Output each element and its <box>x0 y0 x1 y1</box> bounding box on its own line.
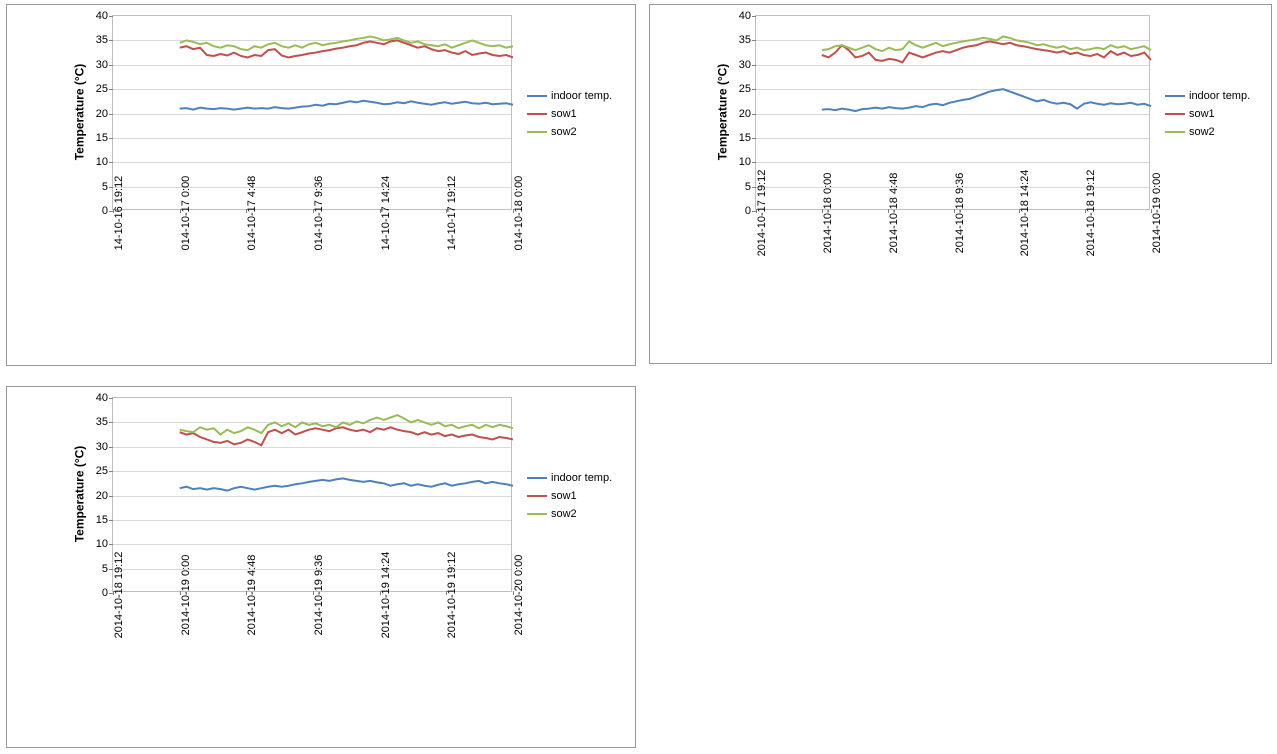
chart1-legend: indoor temp. sow1 sow2 <box>527 90 612 144</box>
y-tick-label: 30 <box>96 441 108 453</box>
chart2-container: Temperature (°C)05101520253035402014-10-… <box>649 4 1272 364</box>
y-tick-label: 40 <box>739 10 751 22</box>
y-tick-label: 10 <box>739 156 751 168</box>
legend-label-indoor: indoor temp. <box>551 472 612 484</box>
y-tick-label: 15 <box>96 132 108 144</box>
chart2-indoor-line <box>822 89 1151 111</box>
y-tick-label: 10 <box>96 538 108 550</box>
legend-label-sow2: sow2 <box>551 508 577 520</box>
y-tick-label: 20 <box>96 108 108 120</box>
chart2-sow2-line <box>822 36 1151 51</box>
y-tick-label: 35 <box>96 416 108 428</box>
chart1-y-axis-label: Temperature (°C) <box>72 64 86 161</box>
chart3-indoor-line <box>180 478 513 490</box>
y-tick-label: 5 <box>745 181 751 193</box>
legend-swatch-sow2 <box>527 513 547 515</box>
legend-swatch-indoor <box>1165 95 1185 97</box>
x-tick-label: 014-10-18 0:00 <box>513 176 525 251</box>
y-tick-label: 20 <box>739 108 751 120</box>
x-tick-label: 2014-10-20 0:00 <box>513 555 525 636</box>
y-tick-label: 25 <box>739 83 751 95</box>
legend-swatch-sow2 <box>1165 131 1185 133</box>
chart3-y-axis-label: Temperature (°C) <box>72 446 86 543</box>
y-tick-label: 0 <box>102 587 108 599</box>
legend-swatch-sow1 <box>527 495 547 497</box>
chart1-container: Temperature (°C) 051015202530354014-10-16… <box>6 4 636 366</box>
chart2-legend: indoor temp. sow1 sow2 <box>1165 90 1250 144</box>
legend-item-indoor: indoor temp. <box>527 90 612 102</box>
y-tick-label: 5 <box>102 563 108 575</box>
legend-swatch-sow1 <box>527 113 547 115</box>
legend-label-sow2: sow2 <box>551 126 577 138</box>
y-tick-label: 35 <box>96 34 108 46</box>
chart2-sow1-line <box>822 41 1151 62</box>
chart1-data-svg <box>113 16 513 211</box>
legend-label-sow1: sow1 <box>551 490 577 502</box>
y-tick-label: 20 <box>96 490 108 502</box>
legend-item-sow2: sow2 <box>527 508 612 520</box>
legend-item-indoor: indoor temp. <box>1165 90 1250 102</box>
chart1-indoor-line <box>180 101 513 110</box>
chart2-plot-area: 05101520253035402014-10-17 19:122014-10-… <box>755 15 1150 210</box>
chart1-sow2-line <box>180 36 513 50</box>
y-tick-label: 0 <box>745 205 751 217</box>
y-tick-label: 25 <box>96 465 108 477</box>
legend-swatch-indoor <box>527 95 547 97</box>
chart2-data-svg <box>756 16 1151 211</box>
legend-label-sow1: sow1 <box>1189 108 1215 120</box>
chart3-data-svg <box>113 398 513 593</box>
legend-item-sow1: sow1 <box>1165 108 1250 120</box>
chart3-legend: indoor temp. sow1 sow2 <box>527 472 612 526</box>
legend-item-sow1: sow1 <box>527 108 612 120</box>
y-tick-label: 40 <box>96 10 108 22</box>
chart2-y-axis-label: Temperature (°C) <box>715 64 729 161</box>
legend-item-sow2: sow2 <box>527 126 612 138</box>
legend-label-sow1: sow1 <box>551 108 577 120</box>
legend-swatch-sow1 <box>1165 113 1185 115</box>
y-tick-label: 40 <box>96 392 108 404</box>
legend-swatch-indoor <box>527 477 547 479</box>
legend-label-sow2: sow2 <box>1189 126 1215 138</box>
y-tick-label: 15 <box>739 132 751 144</box>
chart3-container: Temperature (°C)05101520253035402014-10-… <box>6 386 636 748</box>
chart3-sow2-line <box>180 415 513 435</box>
y-tick-label: 0 <box>102 205 108 217</box>
legend-swatch-sow2 <box>527 131 547 133</box>
legend-label-indoor: indoor temp. <box>551 90 612 102</box>
legend-item-sow1: sow1 <box>527 490 612 502</box>
y-tick-label: 30 <box>96 59 108 71</box>
chart3-plot-area: 05101520253035402014-10-18 19:122014-10-… <box>112 397 512 592</box>
legend-item-sow2: sow2 <box>1165 126 1250 138</box>
chart1-plot-area: 051015202530354014-10-16 19:12014-10-17 … <box>112 15 512 210</box>
y-tick-label: 30 <box>739 59 751 71</box>
y-tick-label: 25 <box>96 83 108 95</box>
y-tick-label: 35 <box>739 34 751 46</box>
legend-item-indoor: indoor temp. <box>527 472 612 484</box>
x-tick-label: 2014-10-19 0:00 <box>1151 173 1163 254</box>
y-tick-label: 10 <box>96 156 108 168</box>
y-tick-label: 15 <box>96 514 108 526</box>
legend-label-indoor: indoor temp. <box>1189 90 1250 102</box>
y-tick-label: 5 <box>102 181 108 193</box>
